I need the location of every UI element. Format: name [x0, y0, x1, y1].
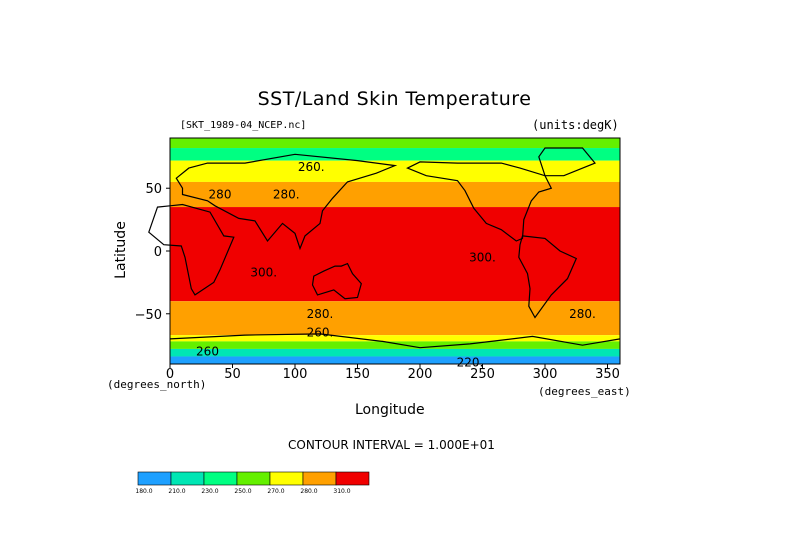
- contour-label-5: 280.: [307, 307, 334, 321]
- x-tick-label-5: 250: [470, 367, 495, 382]
- contour-label-6: 280.: [569, 307, 596, 321]
- y-tick-label-0: 50: [145, 182, 162, 197]
- y-axis-units: (degrees_north): [107, 378, 207, 391]
- continent-outline-6: [169, 333, 621, 349]
- contour-label-2: 280: [209, 188, 232, 202]
- chart-title: SST/Land Skin Temperature: [257, 88, 532, 110]
- band-2: [170, 160, 620, 182]
- band-3: [170, 181, 620, 208]
- continent-outline-5: [538, 147, 596, 177]
- x-axis-label: Longitude: [355, 402, 425, 418]
- colorbar-swatch-1: [170, 471, 205, 486]
- continent-outline-1: [175, 153, 398, 251]
- contour-label-4: 300.: [469, 250, 496, 264]
- y-tick-label-2: −50: [135, 308, 162, 323]
- contour-label-8: 260: [196, 344, 219, 358]
- colorbar-label-4: 270.0: [267, 488, 284, 495]
- band-9: [170, 356, 620, 364]
- colorbar-swatch-5: [302, 471, 337, 486]
- band-4: [170, 207, 620, 302]
- band-6: [170, 335, 620, 342]
- y-tick-label-1: 0: [154, 245, 162, 260]
- x-tick-label-6: 300: [533, 367, 558, 382]
- colorbar-swatch-3: [236, 471, 271, 486]
- continent-outline-3: [406, 161, 553, 242]
- colorbar-label-6: 310.0: [333, 488, 350, 495]
- colorbar-label-5: 280.0: [300, 488, 317, 495]
- continent-outline-4: [518, 235, 578, 319]
- band-7: [170, 341, 620, 349]
- colorbar-swatch-4: [269, 471, 304, 486]
- band-0: [170, 138, 620, 149]
- contour-label-7: 260.: [307, 326, 334, 340]
- contour-interval-label: CONTOUR INTERVAL = 1.000E+01: [288, 438, 495, 452]
- colorbar-swatch-0: [137, 471, 172, 486]
- units-label: (units:degK): [532, 118, 619, 132]
- dataset-label: [SKT_1989-04_NCEP.nc]: [180, 120, 307, 131]
- temperature-bands: [170, 138, 620, 364]
- x-axis-units: (degrees_east): [538, 385, 631, 398]
- x-tick-label-2: 100: [283, 367, 308, 382]
- x-tick-label-7: 350: [595, 367, 620, 382]
- colorbar-label-3: 250.0: [234, 488, 251, 495]
- contour-labels: 260. 280. 280 300. 300. 280. 280. 260. 260 220.: [196, 160, 596, 370]
- continent-outlines: [148, 147, 621, 349]
- colorbar-swatch-6: [335, 471, 370, 486]
- x-tick-label-4: 200: [408, 367, 433, 382]
- band-1: [170, 148, 620, 161]
- contour-label-9: 220.: [457, 356, 484, 370]
- colorbar-label-0: 180.0: [135, 488, 152, 495]
- colorbar-label-2: 230.0: [201, 488, 218, 495]
- continent-outline-2: [311, 262, 362, 300]
- x-tick-label-1: 50: [224, 367, 241, 382]
- x-tick-labels: 0 50 100 150 200 250 300 350: [166, 364, 620, 382]
- y-tick-labels: 50 0 −50: [135, 182, 170, 323]
- colorbar-swatch-2: [203, 471, 238, 486]
- band-8: [170, 348, 620, 357]
- x-tick-label-0: 0: [166, 367, 174, 382]
- colorbar-label-1: 210.0: [168, 488, 185, 495]
- colorbar: 180.0 210.0 230.0 250.0 270.0 280.0 310.0: [135, 471, 370, 495]
- continent-outline-0: [148, 203, 235, 296]
- band-5: [170, 301, 620, 336]
- contour-label-1: 280.: [273, 188, 300, 202]
- x-tick-label-3: 150: [345, 367, 370, 382]
- contour-label-3: 300.: [250, 265, 277, 279]
- contour-label-0: 260.: [298, 160, 325, 174]
